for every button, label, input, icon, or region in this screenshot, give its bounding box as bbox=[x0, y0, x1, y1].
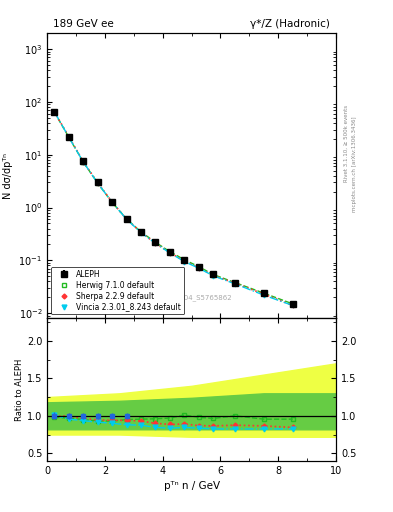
Herwig 7.1.0 default bbox=[290, 301, 295, 307]
Vincia 2.3.01_8.243 default bbox=[52, 109, 57, 115]
X-axis label: pᵀⁿ n / GeV: pᵀⁿ n / GeV bbox=[163, 481, 220, 491]
Herwig 7.1.0 default bbox=[196, 264, 201, 270]
Sherpa 2.2.9 default bbox=[290, 303, 295, 309]
Text: γ*/Z (Hadronic): γ*/Z (Hadronic) bbox=[250, 19, 330, 29]
Vincia 2.3.01_8.243 default bbox=[290, 303, 295, 309]
Herwig 7.1.0 default bbox=[167, 249, 172, 255]
Vincia 2.3.01_8.243 default bbox=[167, 250, 172, 256]
Sherpa 2.2.9 default bbox=[139, 229, 143, 236]
Sherpa 2.2.9 default bbox=[52, 109, 57, 115]
Sherpa 2.2.9 default bbox=[95, 180, 100, 186]
Y-axis label: N dσ/dpᵀⁿ: N dσ/dpᵀⁿ bbox=[3, 153, 13, 199]
Sherpa 2.2.9 default bbox=[110, 199, 114, 205]
Sherpa 2.2.9 default bbox=[182, 258, 187, 264]
Herwig 7.1.0 default bbox=[95, 180, 100, 186]
Vincia 2.3.01_8.243 default bbox=[139, 229, 143, 236]
Vincia 2.3.01_8.243 default bbox=[153, 240, 158, 246]
Vincia 2.3.01_8.243 default bbox=[95, 180, 100, 186]
Vincia 2.3.01_8.243 default bbox=[124, 216, 129, 222]
Sherpa 2.2.9 default bbox=[196, 265, 201, 271]
Herwig 7.1.0 default bbox=[233, 280, 237, 286]
Vincia 2.3.01_8.243 default bbox=[196, 265, 201, 271]
Herwig 7.1.0 default bbox=[182, 257, 187, 263]
Vincia 2.3.01_8.243 default bbox=[261, 292, 266, 298]
Sherpa 2.2.9 default bbox=[233, 280, 237, 286]
Text: Rivet 3.1.10, ≥ 500k events: Rivet 3.1.10, ≥ 500k events bbox=[344, 105, 349, 182]
Vincia 2.3.01_8.243 default bbox=[211, 273, 216, 279]
Vincia 2.3.01_8.243 default bbox=[233, 281, 237, 287]
Herwig 7.1.0 default bbox=[66, 134, 71, 140]
Vincia 2.3.01_8.243 default bbox=[182, 259, 187, 265]
Herwig 7.1.0 default bbox=[110, 199, 114, 205]
Line: Herwig 7.1.0 default: Herwig 7.1.0 default bbox=[52, 110, 295, 306]
Sherpa 2.2.9 default bbox=[66, 134, 71, 140]
Line: Sherpa 2.2.9 default: Sherpa 2.2.9 default bbox=[53, 110, 294, 307]
Sherpa 2.2.9 default bbox=[167, 249, 172, 255]
Herwig 7.1.0 default bbox=[81, 159, 86, 165]
Herwig 7.1.0 default bbox=[211, 271, 216, 278]
Vincia 2.3.01_8.243 default bbox=[66, 134, 71, 140]
Sherpa 2.2.9 default bbox=[124, 216, 129, 222]
Herwig 7.1.0 default bbox=[52, 109, 57, 115]
Sherpa 2.2.9 default bbox=[211, 272, 216, 279]
Legend: ALEPH, Herwig 7.1.0 default, Sherpa 2.2.9 default, Vincia 2.3.01_8.243 default: ALEPH, Herwig 7.1.0 default, Sherpa 2.2.… bbox=[51, 267, 184, 314]
Sherpa 2.2.9 default bbox=[153, 240, 158, 246]
Text: 189 GeV ee: 189 GeV ee bbox=[53, 19, 114, 29]
Vincia 2.3.01_8.243 default bbox=[81, 159, 86, 165]
Vincia 2.3.01_8.243 default bbox=[110, 199, 114, 205]
Y-axis label: Ratio to ALEPH: Ratio to ALEPH bbox=[15, 358, 24, 421]
Text: mcplots.cern.ch [arXiv:1306.3436]: mcplots.cern.ch [arXiv:1306.3436] bbox=[352, 116, 357, 211]
Line: Vincia 2.3.01_8.243 default: Vincia 2.3.01_8.243 default bbox=[52, 109, 295, 308]
Herwig 7.1.0 default bbox=[139, 229, 143, 235]
Herwig 7.1.0 default bbox=[261, 290, 266, 296]
Herwig 7.1.0 default bbox=[124, 216, 129, 222]
Text: ALEPH_2004_S5765862: ALEPH_2004_S5765862 bbox=[150, 294, 233, 301]
Sherpa 2.2.9 default bbox=[261, 291, 266, 297]
Sherpa 2.2.9 default bbox=[81, 159, 86, 165]
Herwig 7.1.0 default bbox=[153, 239, 158, 245]
